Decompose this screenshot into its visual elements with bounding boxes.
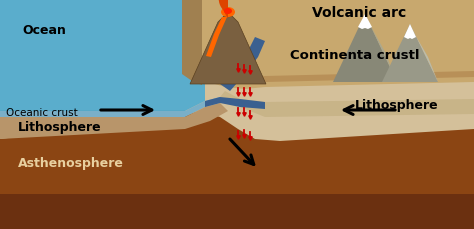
Ellipse shape xyxy=(221,7,235,17)
Polygon shape xyxy=(190,16,266,84)
Polygon shape xyxy=(206,17,227,57)
Text: Oceanic crust: Oceanic crust xyxy=(6,108,78,118)
Ellipse shape xyxy=(224,8,232,14)
Polygon shape xyxy=(185,0,474,89)
Text: Lithosphere: Lithosphere xyxy=(355,99,438,112)
Polygon shape xyxy=(182,0,202,85)
Polygon shape xyxy=(333,14,397,82)
Polygon shape xyxy=(0,194,474,229)
Polygon shape xyxy=(220,37,265,91)
Polygon shape xyxy=(205,97,265,109)
Polygon shape xyxy=(185,63,474,84)
Polygon shape xyxy=(219,0,228,18)
Polygon shape xyxy=(0,0,205,111)
Polygon shape xyxy=(382,24,438,82)
Text: Ocean: Ocean xyxy=(22,24,66,37)
Polygon shape xyxy=(404,24,416,39)
Text: Volcanic arc: Volcanic arc xyxy=(312,6,406,20)
Text: Continenta crustl: Continenta crustl xyxy=(290,49,419,62)
Polygon shape xyxy=(410,24,438,82)
Polygon shape xyxy=(0,97,220,117)
Polygon shape xyxy=(0,111,474,229)
Polygon shape xyxy=(0,103,228,139)
Polygon shape xyxy=(365,14,397,82)
Text: Asthenosphere: Asthenosphere xyxy=(18,157,124,170)
Text: Lithosphere: Lithosphere xyxy=(18,121,101,134)
Polygon shape xyxy=(220,91,474,117)
Polygon shape xyxy=(358,14,372,29)
